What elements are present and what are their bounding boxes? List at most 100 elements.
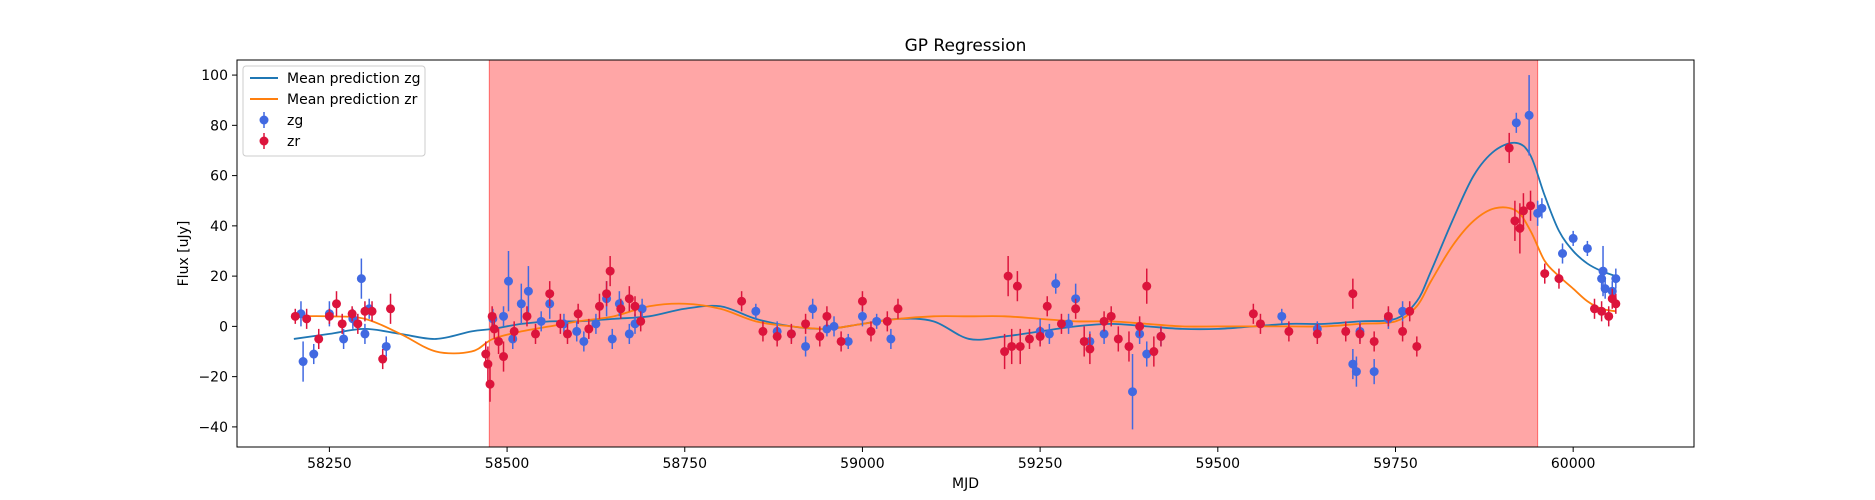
- data-point-zr: [353, 319, 363, 329]
- data-point-zg: [1537, 203, 1547, 213]
- data-point-zg: [1099, 329, 1109, 339]
- x-tick-label: 59500: [1196, 456, 1241, 472]
- data-point-zr: [1504, 143, 1514, 153]
- data-point-zr: [1079, 336, 1089, 346]
- data-point-zr: [1042, 301, 1052, 311]
- legend-swatch-zr-marker: [259, 136, 269, 146]
- data-point-zg: [572, 326, 582, 336]
- data-point-zg: [1348, 359, 1358, 369]
- data-point-zr: [499, 352, 509, 362]
- data-point-zr: [1515, 223, 1525, 233]
- data-point-zg: [1398, 306, 1408, 316]
- data-point-zr: [290, 311, 300, 321]
- data-point-zg: [1600, 284, 1610, 294]
- data-point-zg: [1044, 329, 1054, 339]
- data-point-zg: [1051, 279, 1061, 289]
- data-point-zr: [1369, 336, 1379, 346]
- x-tick-label: 58750: [662, 456, 707, 472]
- data-point-zr: [324, 311, 334, 321]
- data-point-zr: [1248, 309, 1258, 319]
- y-tick-label: 60: [210, 169, 228, 185]
- data-point-zg: [1277, 311, 1287, 321]
- data-point-zr: [522, 311, 532, 321]
- data-point-zr: [1106, 311, 1116, 321]
- data-point-zr: [1383, 311, 1393, 321]
- data-point-zr: [1604, 311, 1614, 321]
- data-point-zg: [872, 316, 882, 326]
- data-point-zr: [332, 299, 342, 309]
- data-point-zg: [607, 334, 617, 344]
- data-point-zr: [1056, 319, 1066, 329]
- data-point-zg: [843, 336, 853, 346]
- data-point-zr: [1597, 306, 1607, 316]
- data-point-zr: [545, 289, 555, 299]
- data-point-zr: [836, 336, 846, 346]
- data-point-zr: [1398, 326, 1408, 336]
- data-point-zr: [605, 266, 615, 276]
- data-point-zg: [1582, 243, 1592, 253]
- data-point-zr: [485, 379, 495, 389]
- data-point-zr: [1142, 281, 1152, 291]
- data-point-zg: [536, 316, 546, 326]
- data-point-zr: [337, 319, 347, 329]
- data-point-zr: [483, 359, 493, 369]
- series-line-mean-prediction-zg: [293, 141, 1617, 341]
- y-tick-label: 0: [219, 319, 228, 335]
- data-point-zr: [1012, 281, 1022, 291]
- y-tick-label: 100: [201, 68, 228, 84]
- data-point-zg: [1064, 319, 1074, 329]
- data-point-zr: [1035, 331, 1045, 341]
- data-point-zg: [1369, 367, 1379, 377]
- y-axis-label: Flux [uJy]: [176, 221, 192, 287]
- data-point-zr: [1341, 326, 1351, 336]
- data-point-zr: [1135, 321, 1145, 331]
- data-point-zr: [302, 314, 312, 324]
- y-tick-label: −40: [198, 420, 228, 436]
- data-point-zg: [1511, 118, 1521, 128]
- shaded-region-layer: [488, 59, 1539, 448]
- data-point-zg: [1611, 274, 1621, 284]
- x-tick-label: 58250: [307, 456, 352, 472]
- legend: Mean prediction zg Mean prediction zr zg…: [242, 65, 426, 157]
- plot-frame: [236, 59, 1695, 448]
- data-point-zr: [1071, 304, 1081, 314]
- data-point-zg: [360, 329, 370, 339]
- data-point-zr: [347, 309, 357, 319]
- data-point-zr: [487, 311, 497, 321]
- data-point-zr: [1412, 341, 1422, 351]
- x-tick-label: 59250: [1018, 456, 1063, 472]
- chart-title: GP Regression: [905, 36, 1027, 56]
- data-point-zr: [1405, 306, 1415, 316]
- data-point-zg: [1558, 249, 1568, 258]
- data-point-zr: [758, 326, 768, 336]
- legend-label-zg-points: zg: [287, 113, 303, 129]
- data-point-zg: [637, 304, 647, 314]
- data-point-zr: [562, 329, 572, 339]
- y-tick-label: −20: [198, 370, 228, 386]
- data-point-zr: [624, 294, 634, 304]
- x-tick-label: 58500: [485, 456, 530, 472]
- legend-box: [242, 65, 426, 157]
- data-point-zg: [508, 334, 518, 344]
- data-point-zg: [1524, 110, 1534, 120]
- data-point-zg: [298, 357, 308, 367]
- data-point-zg: [309, 349, 319, 359]
- x-tick-label: 59000: [840, 456, 885, 472]
- data-point-zg: [808, 304, 818, 314]
- data-point-zr: [866, 326, 876, 336]
- data-point-zr: [509, 326, 519, 336]
- data-point-zr: [367, 306, 377, 316]
- data-point-zg: [356, 274, 366, 284]
- data-point-zr: [1000, 347, 1010, 357]
- data-point-zr: [801, 319, 811, 329]
- data-point-zg: [801, 341, 811, 351]
- data-point-zr: [1149, 347, 1159, 357]
- data-point-zg: [381, 341, 391, 351]
- data-point-zr: [1589, 304, 1599, 314]
- data-point-zr: [1015, 341, 1025, 351]
- data-point-zg: [624, 329, 634, 339]
- data-point-zr: [1124, 341, 1134, 351]
- point-layer: [290, 75, 1621, 430]
- data-point-zg: [339, 334, 349, 344]
